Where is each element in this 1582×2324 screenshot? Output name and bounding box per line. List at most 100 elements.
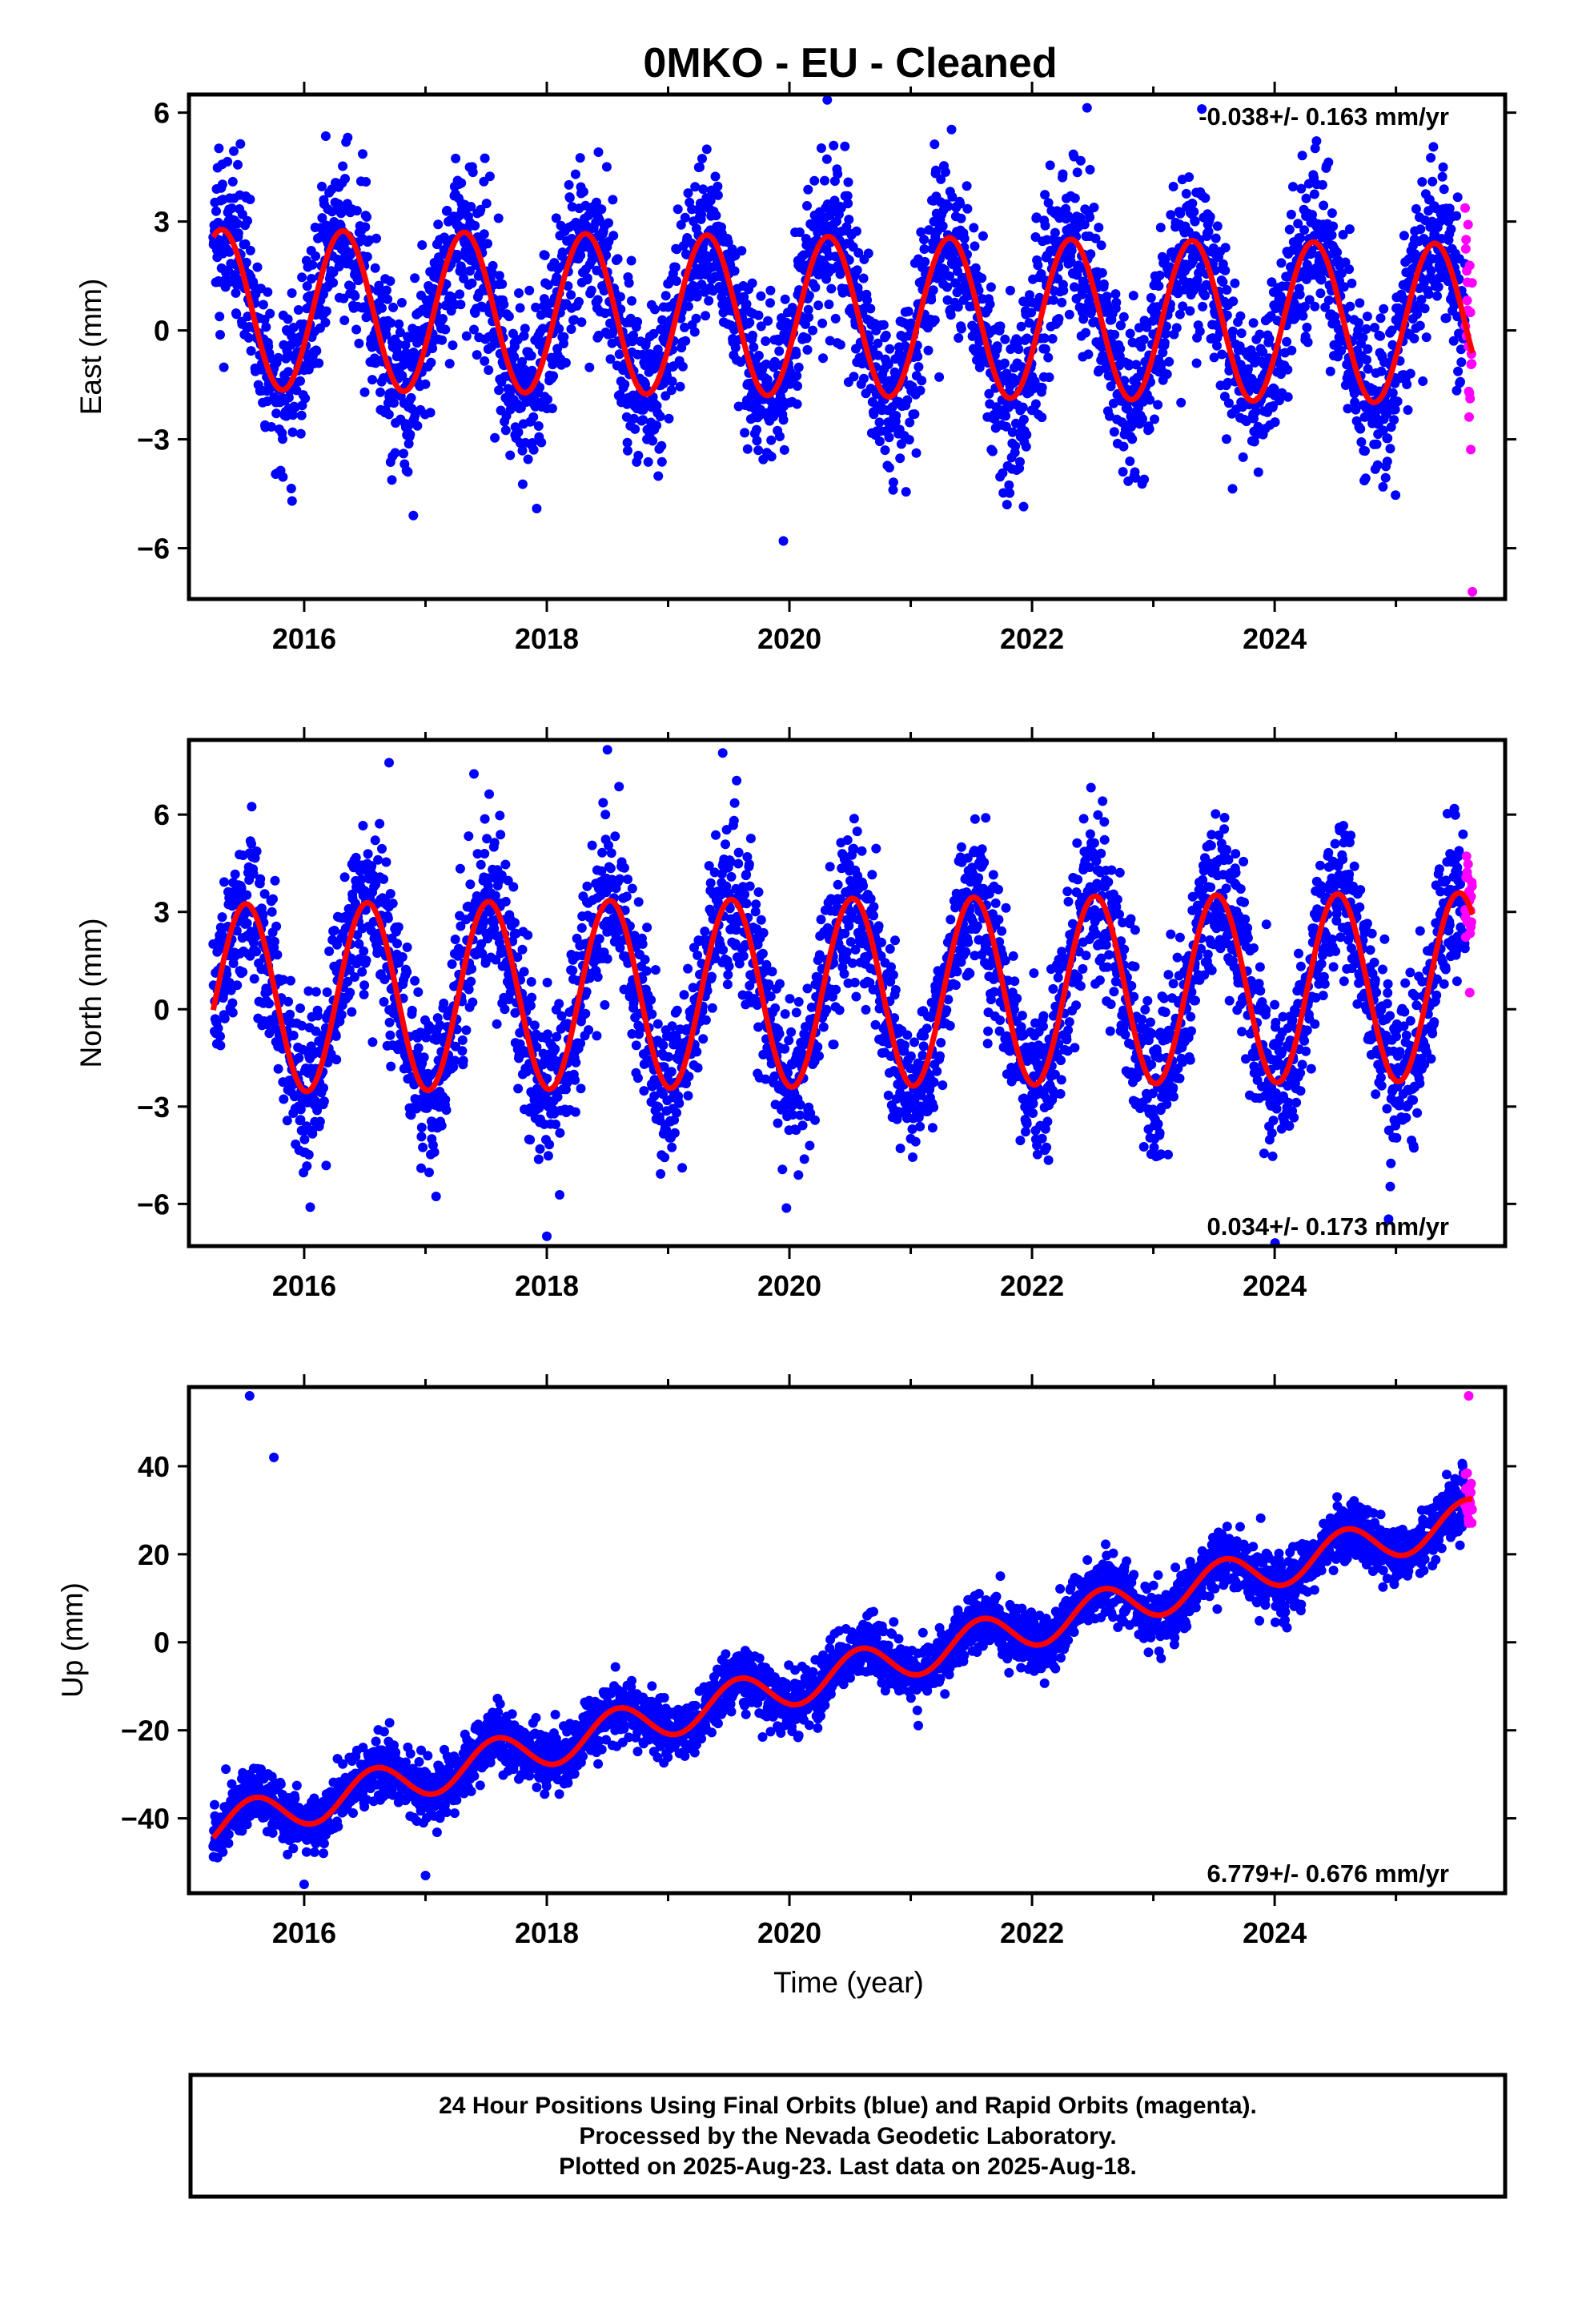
final-orbit-point bbox=[321, 306, 331, 316]
final-orbit-point bbox=[525, 1000, 536, 1011]
final-orbit-point bbox=[835, 340, 845, 350]
final-orbit-point bbox=[598, 798, 608, 808]
final-orbit-point bbox=[1437, 171, 1447, 182]
final-orbit-point bbox=[684, 1072, 694, 1082]
final-orbit-point bbox=[566, 290, 576, 300]
final-orbit-point bbox=[680, 212, 690, 223]
final-orbit-point bbox=[600, 810, 611, 820]
final-orbit-point bbox=[1097, 267, 1107, 278]
rapid-orbit-point bbox=[1464, 260, 1475, 271]
rapid-orbit-point bbox=[1464, 412, 1474, 422]
final-orbit-point bbox=[219, 1013, 230, 1023]
final-orbit-point bbox=[1168, 182, 1178, 191]
final-orbit-point bbox=[230, 869, 240, 879]
final-orbit-point bbox=[243, 215, 252, 226]
final-orbit-point bbox=[674, 1098, 685, 1108]
final-orbit-point bbox=[903, 306, 913, 316]
final-orbit-point bbox=[351, 206, 362, 216]
final-orbit-point bbox=[261, 322, 271, 332]
final-orbit-point bbox=[576, 923, 587, 933]
final-orbit-point bbox=[672, 1005, 682, 1015]
final-orbit-point bbox=[1096, 240, 1106, 251]
final-orbit-point bbox=[653, 1102, 664, 1112]
final-orbit-point bbox=[299, 1134, 310, 1144]
final-orbit-point bbox=[1433, 282, 1443, 292]
final-orbit-point bbox=[1344, 224, 1355, 235]
final-orbit-point bbox=[653, 471, 664, 481]
final-orbit-point bbox=[263, 287, 273, 297]
final-orbit-point bbox=[243, 332, 254, 343]
final-orbit-point bbox=[647, 1009, 657, 1019]
final-orbit-point bbox=[357, 967, 367, 977]
final-orbit-point bbox=[1361, 324, 1371, 334]
final-orbit-point bbox=[592, 1031, 602, 1041]
final-orbit-point bbox=[508, 882, 519, 892]
final-orbit-point bbox=[1058, 169, 1068, 179]
final-orbit-point bbox=[385, 889, 396, 899]
final-orbit-point bbox=[570, 1075, 580, 1085]
final-orbit-point bbox=[623, 445, 632, 456]
final-orbit-point bbox=[1205, 211, 1215, 222]
final-orbit-point bbox=[514, 288, 524, 298]
final-orbit-point bbox=[810, 282, 821, 292]
final-orbit-point bbox=[698, 184, 709, 195]
final-orbit-point bbox=[431, 1192, 441, 1201]
final-orbit-point bbox=[243, 312, 253, 322]
final-orbit-point bbox=[547, 404, 557, 413]
final-orbit-point bbox=[592, 972, 603, 982]
final-orbit-point bbox=[505, 450, 516, 460]
final-orbit-point bbox=[461, 331, 472, 341]
final-orbit-point bbox=[1316, 275, 1327, 285]
final-orbit-point bbox=[282, 1116, 292, 1126]
final-orbit-point bbox=[587, 840, 597, 850]
final-orbit-point bbox=[1125, 328, 1135, 339]
final-orbit-point bbox=[408, 510, 419, 521]
final-orbit-point bbox=[941, 167, 950, 177]
final-orbit-point bbox=[480, 814, 490, 824]
final-orbit-point bbox=[698, 1034, 709, 1044]
final-orbit-point bbox=[307, 274, 317, 283]
final-orbit-point bbox=[1200, 193, 1211, 203]
final-orbit-point bbox=[410, 975, 420, 986]
final-orbit-point bbox=[1030, 399, 1041, 409]
final-orbit-point bbox=[1323, 157, 1334, 167]
final-orbit-point bbox=[612, 254, 623, 264]
final-orbit-point bbox=[517, 479, 528, 489]
final-orbit-point bbox=[287, 410, 298, 420]
final-orbit-point bbox=[632, 1073, 643, 1084]
final-orbit-point bbox=[1040, 220, 1050, 231]
final-orbit-point bbox=[1375, 313, 1386, 324]
final-orbit-point bbox=[648, 436, 658, 446]
final-orbit-point bbox=[934, 372, 945, 382]
final-orbit-point bbox=[627, 296, 636, 306]
final-orbit-point bbox=[224, 247, 235, 257]
final-orbit-point bbox=[601, 162, 612, 172]
y-tick-label: −3 bbox=[137, 424, 170, 456]
final-orbit-point bbox=[346, 281, 356, 292]
final-orbit-point bbox=[494, 385, 504, 396]
final-orbit-point bbox=[1327, 208, 1337, 219]
final-orbit-point bbox=[510, 918, 520, 928]
final-orbit-point bbox=[464, 831, 474, 842]
final-orbit-point bbox=[833, 169, 843, 179]
final-orbit-point bbox=[336, 1010, 347, 1020]
final-orbit-point bbox=[874, 417, 885, 428]
final-orbit-point bbox=[574, 296, 584, 307]
final-orbit-point bbox=[745, 317, 755, 328]
final-orbit-point bbox=[913, 352, 923, 362]
final-orbit-point bbox=[909, 409, 920, 420]
final-orbit-point bbox=[467, 963, 477, 974]
final-orbit-point bbox=[829, 140, 839, 151]
final-orbit-point bbox=[840, 141, 850, 151]
final-orbit-point bbox=[874, 436, 885, 447]
final-orbit-point bbox=[843, 177, 853, 187]
final-orbit-point bbox=[656, 1168, 666, 1179]
final-orbit-point bbox=[1456, 357, 1467, 368]
final-orbit-point bbox=[631, 1040, 641, 1051]
x-tick-label: 2016 bbox=[272, 622, 336, 655]
final-orbit-point bbox=[697, 209, 707, 219]
rapid-orbit-point bbox=[1467, 359, 1477, 369]
final-orbit-point bbox=[554, 999, 564, 1009]
final-orbit-point bbox=[286, 975, 295, 986]
final-orbit-point bbox=[400, 340, 411, 350]
